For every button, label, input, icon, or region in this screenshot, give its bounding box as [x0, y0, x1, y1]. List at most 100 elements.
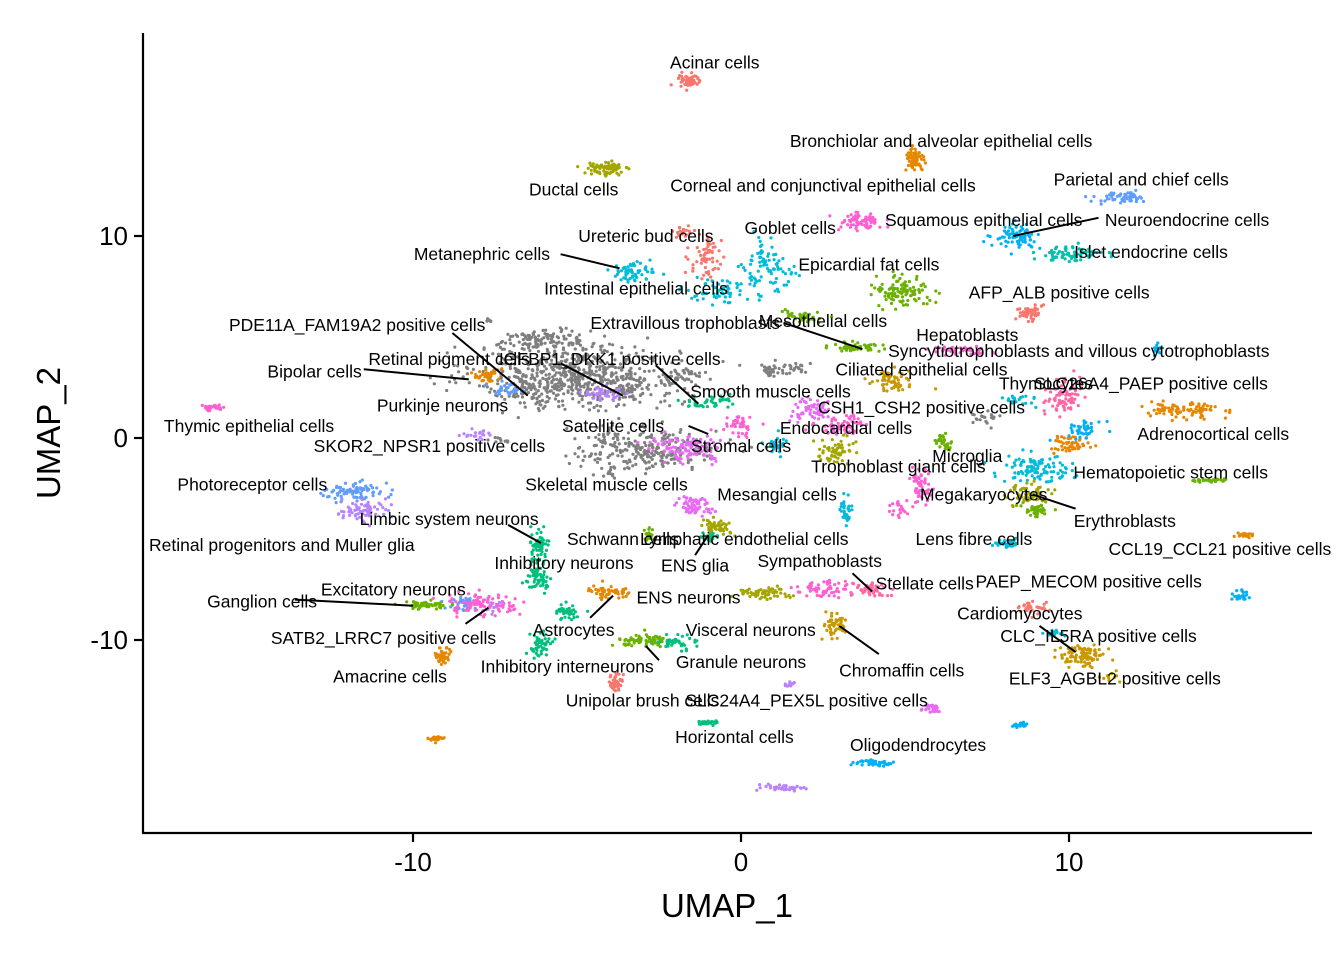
cell-point	[623, 359, 628, 364]
cell-point	[1049, 258, 1053, 262]
cell-point	[1051, 404, 1055, 408]
cell-point	[697, 250, 701, 254]
cell-point	[522, 347, 526, 351]
cell-point	[1078, 435, 1082, 439]
cell-point	[971, 420, 975, 425]
cell-point	[799, 786, 803, 790]
cell-point	[1014, 458, 1018, 462]
cell-point	[665, 455, 669, 459]
cell-point	[1107, 647, 1111, 651]
cell-point	[617, 416, 621, 421]
cell-point	[699, 261, 703, 265]
cluster-points	[1014, 303, 1046, 324]
cell-point	[656, 446, 661, 450]
cell-point	[1007, 454, 1011, 458]
cell-point	[1066, 436, 1070, 441]
cell-point	[424, 601, 429, 606]
cell-point	[838, 346, 842, 350]
cell-point	[606, 455, 610, 460]
cell-point	[916, 500, 920, 504]
cell-point	[684, 228, 689, 232]
cell-point	[758, 264, 763, 268]
cell-point	[690, 71, 694, 75]
cell-point	[1069, 659, 1073, 663]
cell-point	[1014, 225, 1018, 229]
cell-point	[1002, 229, 1007, 233]
cell-point	[553, 397, 558, 401]
cell-point	[478, 430, 482, 434]
cell-point	[770, 587, 775, 591]
cell-point	[849, 223, 853, 227]
cell-point	[615, 394, 620, 398]
cell-point	[863, 223, 867, 227]
cell-point	[473, 608, 477, 613]
cell-point	[650, 442, 654, 447]
cell-point	[1213, 476, 1217, 480]
cell-point	[570, 388, 574, 392]
cell-point	[689, 380, 694, 384]
cell-point	[758, 597, 762, 601]
cell-point	[542, 364, 547, 368]
cell-point	[1248, 532, 1252, 536]
cell-point	[780, 368, 785, 372]
cell-point	[736, 283, 740, 287]
cell-point	[748, 282, 752, 286]
cell-point	[777, 440, 782, 444]
cell-point	[823, 622, 827, 627]
cell-point	[674, 501, 679, 505]
cell-point	[692, 394, 696, 398]
cell-point	[913, 489, 918, 493]
cell-point	[797, 274, 802, 278]
cell-point	[584, 352, 588, 356]
cell-point	[483, 383, 488, 387]
cell-point	[1048, 251, 1052, 255]
cell-point	[752, 229, 756, 233]
cell-point	[773, 280, 778, 284]
cell-point	[844, 587, 848, 591]
cell-point	[693, 511, 697, 515]
cell-point	[1059, 401, 1063, 405]
cell-point	[645, 436, 649, 440]
cell-point	[1111, 658, 1115, 662]
cell-point	[488, 433, 492, 437]
cell-point	[544, 373, 548, 377]
cell-point	[660, 431, 664, 435]
cell-point	[756, 269, 760, 273]
cell-point	[745, 588, 750, 593]
cell-point	[600, 445, 605, 449]
cell-point	[768, 280, 773, 284]
cell-point	[633, 372, 637, 376]
cell-point	[787, 267, 791, 271]
cell-point	[547, 376, 551, 380]
cell-point	[450, 603, 454, 607]
cell-point	[590, 345, 594, 349]
cell-point	[630, 386, 634, 390]
cell-point	[1030, 232, 1034, 236]
cell-point	[1154, 412, 1159, 416]
cell-point	[647, 443, 652, 448]
cell-point	[805, 320, 810, 324]
cell-point	[675, 389, 680, 393]
cell-point	[678, 456, 682, 461]
cell-point	[798, 316, 802, 320]
cell-point	[564, 337, 568, 341]
cell-point	[445, 388, 449, 393]
cell-point	[687, 404, 691, 408]
cell-point	[681, 438, 685, 442]
cell-point	[383, 497, 388, 501]
cell-point	[598, 167, 602, 171]
cell-point	[1228, 408, 1232, 412]
cell-point	[607, 461, 612, 466]
cell-point	[470, 427, 474, 431]
cell-point	[622, 403, 626, 407]
cell-point	[624, 594, 628, 599]
cell-point	[757, 279, 762, 283]
cell-point	[521, 338, 526, 342]
cell-point	[520, 332, 524, 336]
cell-point	[534, 391, 538, 395]
cell-point	[353, 508, 357, 512]
cell-point	[420, 602, 425, 606]
cell-point	[525, 388, 529, 392]
cell-point	[939, 438, 943, 442]
cell-point	[656, 452, 661, 456]
